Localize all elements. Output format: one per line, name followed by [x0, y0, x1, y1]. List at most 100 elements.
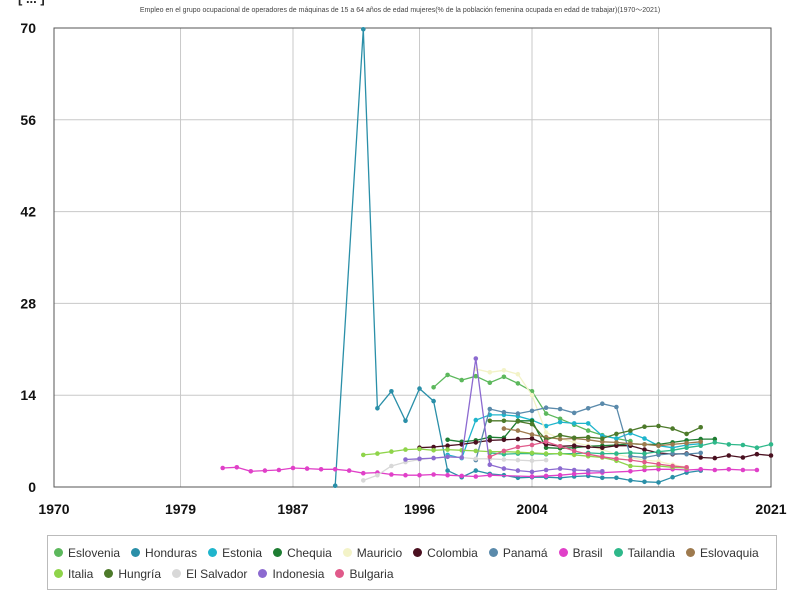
line-chart: 1970 1979 1987 1996 2004 2013 2021 0 14 28 42 56 70: [20, 20, 786, 517]
data-point-bulgaria: [628, 457, 633, 463]
legend: Eslovenia Honduras Estonia Chequia Mauricio C…: [47, 535, 777, 590]
legend-label: Indonesia: [272, 566, 325, 581]
corner-label: [ ... ]: [18, 0, 45, 6]
data-point-el-salvador: [529, 458, 535, 464]
data-point-bulgaria: [684, 465, 689, 470]
data-point-colombia: [515, 436, 521, 442]
legend-item[interactable]: Eslovaquia: [685, 542, 759, 563]
data-point-bulgaria: [656, 461, 661, 467]
y-tick-label: 0: [28, 479, 36, 495]
legend-item[interactable]: Eslovenia: [54, 542, 120, 563]
data-point-eslovaquia: [557, 436, 563, 442]
y-tick-label: 70: [20, 20, 36, 36]
data-point-el-salvador: [389, 463, 394, 469]
data-point-eslovaquia: [684, 440, 689, 446]
legend-item[interactable]: Panamá: [488, 542, 548, 563]
legend-item[interactable]: Estonia: [208, 542, 262, 563]
legend-item[interactable]: Chequia: [273, 542, 332, 563]
data-point-colombia: [585, 444, 591, 450]
legend-swatch: [613, 548, 623, 557]
legend-label: Eslovaquia: [699, 545, 759, 560]
data-point-mauricio: [501, 368, 507, 373]
series-layer: [220, 27, 774, 489]
data-point-mauricio: [515, 371, 521, 377]
data-point-colombia: [726, 453, 732, 458]
legend-swatch: [685, 548, 695, 557]
data-point-hungria: [614, 431, 619, 437]
data-point-italia: [642, 464, 647, 470]
data-point-hungria: [656, 423, 661, 429]
chart-title: Empleo en el grupo ocupacional de operad…: [139, 7, 661, 14]
data-point-brasil: [740, 467, 746, 473]
axis-labels: 1970 1979 1987 1996 2004 2013 2021 0 14 28 42 56 70: [20, 20, 786, 517]
data-point-italia: [529, 450, 535, 456]
data-point-mauricio: [529, 392, 535, 398]
data-point-bulgaria: [529, 442, 535, 448]
data-point-italia: [417, 446, 422, 452]
data-point-bulgaria: [487, 454, 493, 460]
data-point-brasil: [698, 467, 703, 472]
data-point-indonesia: [445, 454, 450, 460]
legend-label: Hungría: [118, 566, 162, 581]
data-point-estonia: [614, 436, 619, 441]
legend-item[interactable]: Italia: [54, 563, 93, 584]
data-point-panama: [487, 406, 493, 412]
legend-item[interactable]: Brasil: [558, 542, 603, 563]
data-point-estonia: [642, 436, 647, 441]
legend-swatch: [342, 548, 352, 557]
legend-label: Bulgaria: [349, 566, 394, 581]
data-point-eslovaquia: [529, 432, 535, 437]
data-point-indonesia: [501, 466, 507, 471]
series-line-hungria: [489, 420, 701, 441]
legend-item[interactable]: Mauricio: [342, 542, 402, 563]
legend-item[interactable]: Honduras: [131, 542, 197, 563]
legend-swatch: [54, 569, 63, 578]
legend-swatch: [104, 569, 114, 578]
data-point-brasil: [557, 472, 563, 478]
data-point-colombia: [431, 444, 436, 450]
data-point-indonesia: [557, 466, 563, 471]
x-tick-label: 2013: [643, 501, 674, 517]
y-tick-label: 14: [20, 387, 36, 403]
data-point-indonesia: [543, 467, 549, 473]
legend-label: Panamá: [502, 545, 548, 560]
data-point-panama: [656, 452, 661, 458]
legend-swatch: [54, 548, 63, 557]
data-point-panama: [557, 406, 563, 412]
legend-item[interactable]: Colombia: [413, 542, 478, 563]
data-point-el-salvador: [361, 478, 366, 483]
series-line-honduras: [334, 29, 701, 486]
data-point-chequia: [543, 445, 549, 451]
data-point-colombia: [501, 437, 507, 443]
data-point-eslovenia: [515, 381, 521, 386]
legend-item[interactable]: El Salvador: [172, 563, 247, 584]
data-point-brasil: [445, 472, 450, 478]
data-point-bulgaria: [642, 459, 647, 465]
data-point-eslovenia: [543, 411, 549, 416]
data-point-estonia: [543, 423, 549, 429]
data-point-brasil: [220, 465, 225, 471]
data-point-honduras: [417, 386, 422, 391]
legend-label: Colombia: [427, 545, 478, 560]
legend-label: Brasil: [572, 545, 603, 560]
data-point-eslovenia: [459, 377, 465, 383]
legend-item[interactable]: Tailandia: [613, 542, 675, 563]
legend-item[interactable]: Bulgaria: [335, 563, 394, 584]
data-point-colombia: [529, 436, 535, 441]
data-point-bulgaria: [571, 448, 577, 454]
data-point-eslovaquia: [600, 439, 605, 445]
data-point-hungria: [557, 432, 563, 438]
legend-item[interactable]: Hungría: [104, 563, 161, 584]
data-point-hungria: [571, 435, 577, 441]
data-point-estonia: [571, 421, 577, 426]
data-point-honduras: [445, 468, 450, 473]
data-point-honduras: [600, 475, 605, 481]
data-point-brasil: [473, 474, 479, 479]
data-point-tailandia: [614, 451, 619, 456]
data-point-brasil: [642, 467, 647, 473]
data-point-hungria: [515, 419, 521, 424]
legend-item[interactable]: Indonesia: [258, 563, 324, 584]
x-tick-label: 1970: [38, 501, 69, 517]
data-point-eslovaquia: [515, 428, 521, 433]
data-point-colombia: [487, 438, 493, 443]
